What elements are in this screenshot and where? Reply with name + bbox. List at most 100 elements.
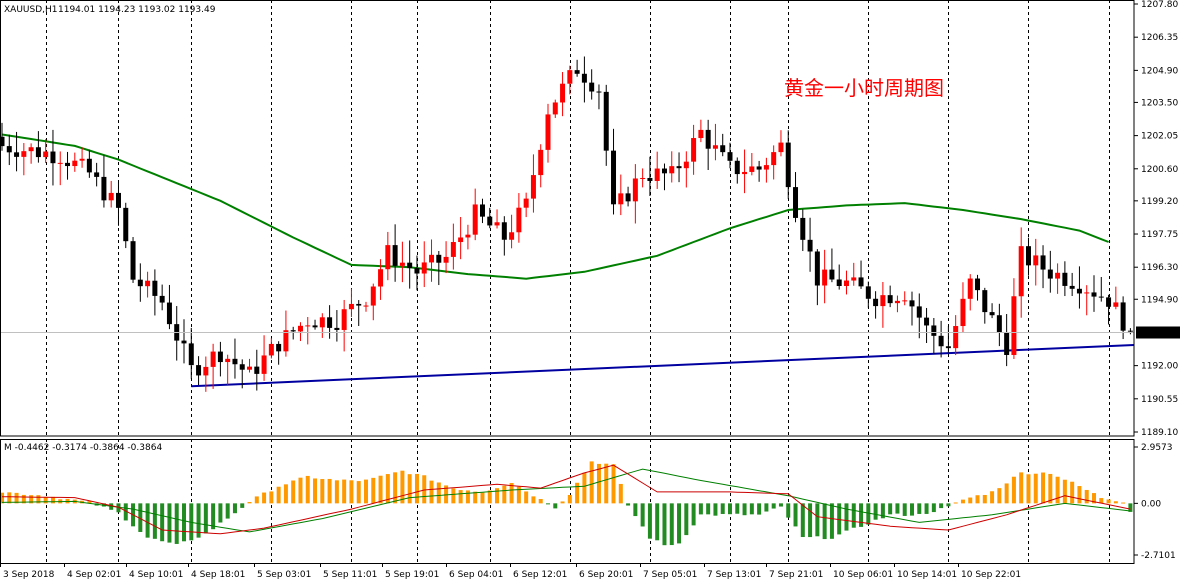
candle-body [297, 325, 303, 332]
candle [567, 65, 573, 95]
candle [458, 216, 464, 260]
x-tick-label: 6 Sep 04:01 [449, 570, 503, 580]
current-price-text: 1193.49 [1140, 329, 1177, 339]
candle-body [1047, 269, 1053, 279]
signal-line-red [1, 464, 1131, 535]
candle [72, 152, 78, 172]
histogram-bar [407, 474, 412, 504]
x-tick-label: 6 Sep 20:01 [579, 570, 633, 580]
histogram-bar [677, 503, 682, 544]
histogram-bar [982, 494, 987, 504]
histogram-bar [1092, 493, 1096, 504]
candle-body [654, 168, 660, 181]
histogram-bar [400, 470, 405, 504]
candle-body [924, 317, 930, 326]
candle [989, 303, 995, 319]
candle [181, 319, 187, 364]
candle-body [858, 277, 864, 287]
candle [669, 151, 675, 183]
candle [596, 84, 602, 110]
support-trendline [191, 344, 1135, 388]
histogram-bar [203, 503, 208, 534]
candle [829, 248, 835, 283]
histogram-bar [385, 474, 390, 504]
candle [960, 282, 966, 333]
histogram-bar [633, 503, 638, 517]
candle [145, 271, 151, 298]
histogram-bar [516, 486, 521, 504]
candle-body [290, 330, 296, 332]
candle-body [814, 251, 820, 286]
candle-body [385, 245, 391, 270]
histogram-bar [422, 475, 427, 504]
candle [356, 300, 362, 327]
signal-line-green [1, 468, 1131, 533]
histogram-bar [473, 491, 478, 504]
candle-body [894, 300, 900, 304]
indicator-panel-frame [0, 439, 1135, 564]
candle [975, 274, 981, 301]
histogram-bar [211, 503, 216, 530]
candle-body [196, 365, 202, 376]
candle-body [130, 241, 136, 280]
histogram-bar [808, 503, 813, 538]
candle-body [472, 204, 478, 235]
candle-body [254, 366, 260, 374]
histogram-bar [575, 482, 580, 504]
candle [363, 301, 369, 312]
histogram-bar [14, 492, 19, 504]
candle-body [545, 114, 551, 150]
candle-body [581, 73, 587, 83]
candle [800, 209, 806, 252]
candle [341, 299, 347, 352]
histogram-layer [0, 461, 1133, 546]
candle [865, 281, 871, 308]
candle-body [967, 278, 973, 299]
candle [574, 59, 580, 77]
candle [720, 133, 726, 157]
candle-body [1018, 246, 1024, 297]
candle-body [538, 149, 544, 176]
candle-body [1076, 288, 1082, 294]
frame-layer [0, 0, 1135, 564]
histogram-bar [757, 503, 762, 515]
histogram-bar [946, 503, 951, 507]
candle-body [822, 269, 828, 286]
candle-body [247, 366, 253, 370]
histogram-bar [851, 503, 856, 528]
histogram-bar [364, 479, 368, 504]
histogram-bar [29, 495, 34, 504]
candle-body [268, 343, 274, 356]
candle-body [734, 160, 740, 175]
candle-body [28, 147, 34, 152]
candle-body [887, 295, 893, 304]
candle-body [487, 216, 493, 226]
candle [65, 151, 71, 180]
candle [247, 358, 253, 373]
histogram-bar [487, 490, 492, 504]
histogram-bar [502, 485, 507, 504]
candle [581, 56, 587, 103]
candle [756, 160, 762, 182]
histogram-bar [531, 496, 536, 504]
candle [297, 322, 303, 342]
y-tick-label: 1196.30 [1141, 263, 1178, 273]
candle [254, 349, 260, 391]
candle-body [552, 102, 558, 115]
histogram-bar [742, 503, 747, 516]
candle [931, 317, 937, 355]
candle-body [596, 91, 602, 93]
candle-body [123, 207, 129, 242]
candle-body [72, 160, 78, 167]
histogram-bar [174, 503, 179, 544]
candle [836, 264, 842, 290]
candle [130, 237, 136, 283]
candle-body [1062, 272, 1068, 286]
candle-body [421, 262, 427, 274]
candle [414, 255, 420, 291]
histogram-bar [1026, 474, 1031, 504]
candle [174, 306, 180, 361]
indicator-label: M -0.4462 -0.3174 -0.3864 -0.3864 [4, 443, 162, 453]
histogram-bar [393, 472, 398, 504]
